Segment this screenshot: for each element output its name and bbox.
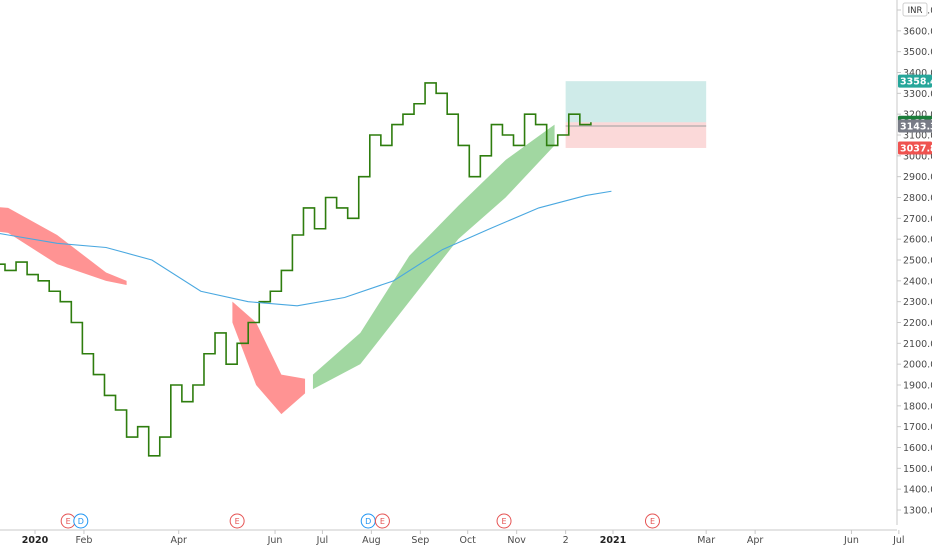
- event-marker-letter: D: [78, 517, 84, 526]
- y-tick-label: 2600.00: [903, 235, 932, 246]
- x-tick-label: Jun: [843, 535, 859, 546]
- y-tick-label: 1800.00: [903, 401, 932, 412]
- event-marker[interactable]: [644, 513, 660, 529]
- x-tick-label: Mar: [697, 535, 715, 546]
- price-badge: [898, 74, 932, 88]
- y-tick-label: 1300.00: [903, 506, 932, 517]
- price-badge-label: 3143.30: [900, 121, 932, 132]
- y-tick-label: 2200.00: [903, 318, 932, 329]
- cloud-area: [232, 301, 306, 415]
- x-tick-label: 2020: [22, 535, 49, 546]
- x-tick-label: Sep: [411, 535, 429, 546]
- y-tick-label: 2900.00: [903, 172, 932, 183]
- x-tick-label: Jul: [892, 535, 904, 546]
- y-tick-label: 2500.00: [903, 256, 932, 267]
- plot-area: [0, 81, 707, 457]
- y-tick-label: 2100.00: [903, 339, 932, 350]
- x-tick-label: 2: [563, 535, 569, 546]
- x-tick-label: Jun: [267, 535, 283, 546]
- event-marker-letter: E: [650, 517, 655, 526]
- currency-label[interactable]: INR: [902, 2, 928, 17]
- event-marker[interactable]: [496, 513, 512, 529]
- cloud-area: [312, 124, 555, 390]
- y-tick-label: 1700.00: [903, 422, 932, 433]
- event-marker-letter: D: [365, 517, 371, 526]
- y-axis: 1300.00 1400.00 1500.00 1600.00 1700.00 1800.…: [896, 0, 932, 525]
- x-tick-label: Aug: [362, 535, 381, 546]
- price-badge: [898, 141, 932, 155]
- y-tick-label: 1500.00: [903, 464, 932, 475]
- price-badge: [898, 119, 932, 133]
- price-badge-label: 3358.40: [900, 77, 932, 88]
- x-tick-label: Apr: [747, 535, 764, 546]
- target-zone: [565, 81, 707, 123]
- event-marker[interactable]: [374, 513, 390, 529]
- x-tick-label: Oct: [459, 535, 476, 546]
- y-tick-label: 3000.00: [903, 151, 932, 162]
- y-tick-label: 3300.00: [903, 89, 932, 100]
- x-tick-label: Feb: [76, 535, 93, 546]
- price-badge-label: 3037.80: [900, 143, 932, 154]
- y-tick-label: 2400.00: [903, 276, 932, 287]
- price-badges: 3358.403161.103143.303037.80: [898, 74, 932, 155]
- event-marker-letter: E: [502, 517, 507, 526]
- event-marker-letter: E: [66, 517, 71, 526]
- event-marker-letter: E: [380, 517, 385, 526]
- event-marker[interactable]: [73, 513, 89, 529]
- currency-text: INR: [908, 6, 923, 16]
- y-tick-label: 1400.00: [903, 485, 932, 496]
- event-marker-letter: E: [235, 517, 240, 526]
- y-tick-label: 3200.00: [903, 110, 932, 121]
- y-tick-label: 3600.00: [903, 26, 932, 37]
- x-tick-label: Nov: [507, 535, 526, 546]
- y-tick-label: 3400.00: [903, 68, 932, 79]
- x-tick-label: 2021: [600, 535, 626, 546]
- y-tick-label: 1900.00: [903, 381, 932, 392]
- y-tick-label: 1600.00: [903, 443, 932, 454]
- price-line: [0, 82, 592, 457]
- currency-box: [902, 2, 928, 17]
- x-axis: 2020 Feb Apr Jun Jul Aug Sep Oct Nov 2 2021 Mar Apr J…: [0, 529, 905, 546]
- event-marker[interactable]: [229, 513, 245, 529]
- y-tick-label: 2700.00: [903, 214, 932, 225]
- y-tick-label: 2000.00: [903, 360, 932, 371]
- x-tick-label: Apr: [170, 535, 187, 546]
- y-tick-label: 2300.00: [903, 297, 932, 308]
- moving-average-line: [0, 190, 612, 307]
- y-tick-label: 3500.00: [903, 47, 932, 58]
- x-tick-label: Jul: [316, 535, 328, 546]
- y-tick-label: 3100.00: [903, 131, 932, 142]
- y-tick-label: 2800.00: [903, 193, 932, 204]
- stop-zone: [565, 122, 707, 148]
- cloud-area: [0, 207, 127, 285]
